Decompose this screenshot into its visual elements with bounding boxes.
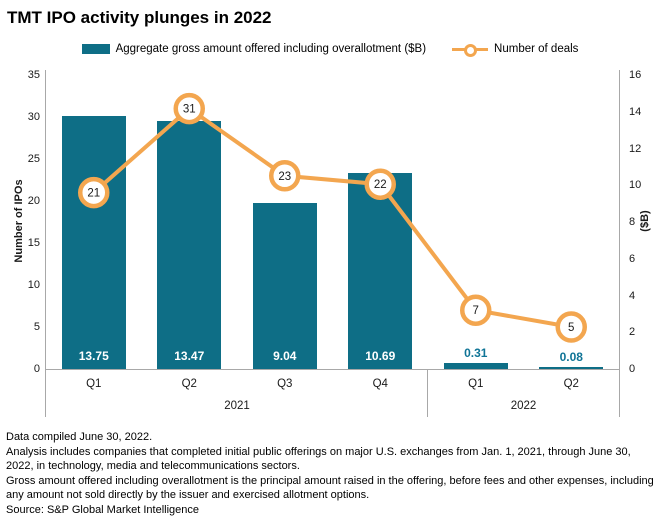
left-axis-tick: 30	[27, 111, 40, 123]
bar-value-label: 13.75	[78, 349, 109, 363]
right-axis-tick: 0	[629, 363, 636, 375]
legend-item-line: Number of deals	[452, 43, 579, 57]
note-source: Source: S&P Global Market Intelligence	[6, 503, 200, 516]
line-point-label: 21	[87, 188, 100, 200]
note-gross-amount-definition: Gross amount offered including overallot…	[6, 474, 654, 502]
line-point-marker	[460, 294, 492, 326]
x-axis-year-label: 2021	[224, 400, 250, 412]
line-point-marker	[78, 176, 110, 209]
left-axis-tick: 15	[27, 237, 40, 249]
chart-title: TMT IPO activity plunges in 2022	[7, 8, 272, 27]
note-data-compiled: Data compiled June 30, 2022.	[6, 431, 153, 443]
x-axis-quarter-label: Q2	[181, 378, 197, 390]
line-point-marker	[364, 168, 396, 200]
bar-value-label: 10.69	[365, 349, 396, 363]
x-axis-quarter-label: Q1	[468, 378, 484, 390]
right-axis-tick: 8	[629, 216, 636, 228]
line-point-label: 7	[473, 305, 479, 317]
bar-value-label: 0.31	[464, 346, 488, 361]
line-point-marker	[555, 311, 587, 343]
x-axis-quarter-label: Q4	[372, 378, 388, 390]
bar	[539, 367, 604, 369]
x-axis-quarter-label: Q3	[277, 378, 293, 390]
right-axis-tick: 12	[629, 142, 642, 155]
x-axis-quarter-label: Q1	[86, 378, 102, 390]
right-axis-line	[619, 70, 620, 369]
x-axis-line	[45, 369, 620, 370]
line-point-marker	[269, 160, 301, 192]
bar-value-label: 9.04	[273, 349, 297, 363]
right-axis-tick: 6	[629, 252, 636, 265]
left-axis-tick: 5	[33, 321, 40, 333]
x-axis-group-separator	[427, 369, 428, 417]
left-axis-title: Number of IPOs	[13, 179, 25, 263]
x-axis-group-separator	[619, 369, 620, 417]
legend-item-bars: Aggregate gross amount offered including…	[81, 43, 427, 55]
left-axis-tick: 25	[27, 153, 40, 165]
right-axis-tick: 10	[629, 179, 642, 192]
x-axis-year-label: 2022	[510, 400, 537, 412]
left-axis-tick: 20	[27, 195, 40, 207]
chart-legend: Aggregate gross amount offered including…	[0, 43, 660, 57]
right-axis-tick: 16	[629, 69, 642, 81]
bar	[348, 172, 413, 369]
deals-line-layer: 21 31 23 22 7 5	[78, 92, 587, 343]
bar	[157, 121, 222, 369]
legend-line-label: Number of deals	[494, 43, 579, 55]
deals-line	[92, 106, 572, 329]
line-point-marker	[173, 92, 205, 125]
line-point-label: 22	[374, 179, 387, 191]
bar	[443, 363, 508, 369]
line-point-label: 5	[568, 322, 574, 334]
bar-value-label: 13.47	[174, 349, 205, 363]
bar	[61, 116, 126, 369]
left-axis-line	[45, 70, 46, 369]
line-legend-marker-icon	[452, 43, 489, 57]
line-point-label: 23	[278, 171, 291, 183]
right-axis-tick: 4	[629, 289, 636, 302]
footer-notes: Data compiled June 30, 2022. Analysis in…	[6, 430, 656, 518]
right-axis-tick: 14	[629, 105, 642, 118]
bar	[252, 202, 317, 369]
note-analysis-scope: Analysis includes companies that complet…	[6, 445, 631, 473]
left-axis-tick: 0	[33, 363, 40, 375]
x-axis-quarter-label: Q2	[563, 378, 579, 390]
bar-value-label: 0.08	[559, 350, 583, 364]
x-axis-group-separator	[45, 369, 46, 417]
legend-bars-label: Aggregate gross amount offered including…	[115, 43, 427, 55]
left-axis-tick: 10	[27, 279, 40, 291]
right-axis-tick: 2	[629, 326, 636, 339]
bar-legend-swatch-icon	[81, 44, 110, 54]
right-axis-title: ($B)	[639, 210, 651, 232]
left-axis-tick: 35	[27, 69, 40, 81]
line-point-label: 31	[183, 104, 196, 116]
